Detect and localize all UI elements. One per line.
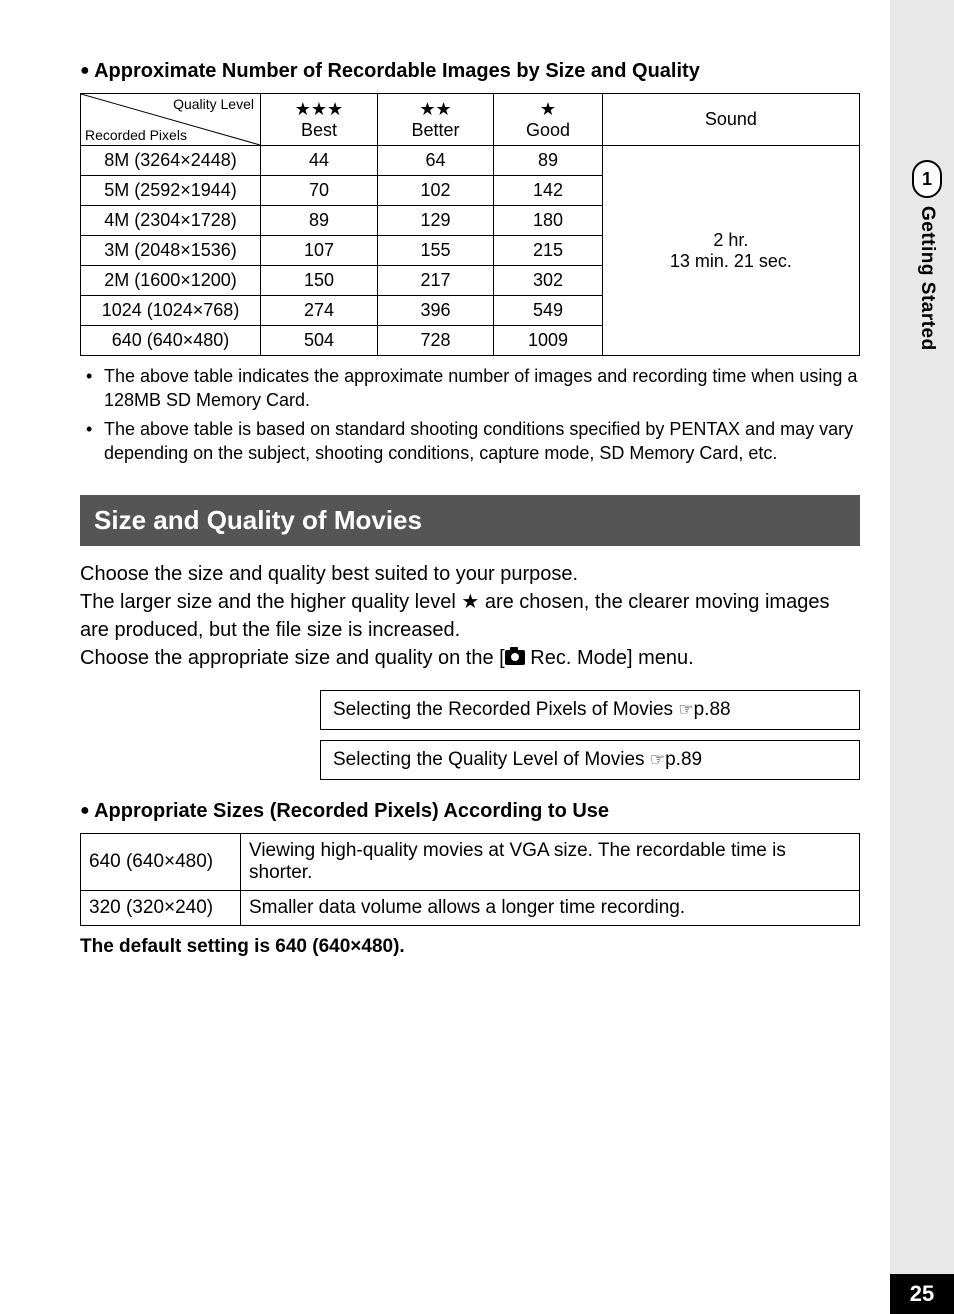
notes-list: The above table indicates the approximat…	[80, 364, 860, 465]
cell: 89	[261, 206, 378, 236]
stars: ★★★	[295, 99, 343, 119]
row-label: 3M (2048×1536)	[81, 236, 261, 266]
col-header-better: ★★ Better	[377, 94, 493, 146]
note-item: The above table is based on standard sho…	[80, 417, 860, 466]
row-label: 5M (2592×1944)	[81, 176, 261, 206]
diag-top-label: Quality Level	[173, 96, 254, 112]
cell: 1009	[494, 326, 603, 356]
row-desc: Viewing high-quality movies at VGA size.…	[241, 834, 860, 891]
col-header-best: ★★★ Best	[261, 94, 378, 146]
sound-line1: 2 hr.	[713, 230, 748, 250]
star-icon: ★	[461, 591, 479, 613]
stars: ★	[540, 99, 556, 119]
body-line: The larger size and the higher quality l…	[80, 591, 461, 613]
chapter-label: Getting Started	[916, 206, 938, 351]
ref-page: p.88	[694, 699, 731, 720]
sound-cell: 2 hr. 13 min. 21 sec.	[602, 146, 859, 356]
chapter-number: 1	[922, 169, 932, 190]
cell: 180	[494, 206, 603, 236]
cell: 302	[494, 266, 603, 296]
col-header-sound: Sound	[602, 94, 859, 146]
diag-header-cell: Quality Level Recorded Pixels	[81, 94, 261, 146]
cell: 44	[261, 146, 378, 176]
col-label: Good	[526, 120, 570, 140]
cell: 155	[377, 236, 493, 266]
body-line: Rec. Mode] menu.	[525, 647, 694, 669]
cell: 504	[261, 326, 378, 356]
sound-line2: 13 min. 21 sec.	[670, 251, 792, 271]
row-label: 4M (2304×1728)	[81, 206, 261, 236]
section-title-bar: Size and Quality of Movies	[80, 495, 860, 546]
cell: 549	[494, 296, 603, 326]
col-label: Best	[301, 120, 337, 140]
hand-icon: ☞	[678, 700, 693, 719]
cell: 215	[494, 236, 603, 266]
diag-bottom-label: Recorded Pixels	[85, 127, 187, 143]
cell: 728	[377, 326, 493, 356]
cell: 274	[261, 296, 378, 326]
side-tab: 1 Getting Started 25	[890, 0, 954, 1314]
default-setting-note: The default setting is 640 (640×480).	[80, 936, 860, 958]
side-tab-inner: 1 Getting Started	[912, 160, 942, 351]
cell: 150	[261, 266, 378, 296]
cell: 64	[377, 146, 493, 176]
ref-text: Selecting the Quality Level of Movies	[333, 749, 650, 770]
body-line: Choose the size and quality best suited …	[80, 563, 578, 585]
row-desc: Smaller data volume allows a longer time…	[241, 891, 860, 926]
table-header-row: Quality Level Recorded Pixels ★★★ Best ★…	[81, 94, 860, 146]
hand-icon: ☞	[650, 750, 665, 769]
chapter-badge: 1	[912, 160, 942, 198]
cell: 129	[377, 206, 493, 236]
row-label: 1024 (1024×768)	[81, 296, 261, 326]
row-label: 640 (640×480)	[81, 326, 261, 356]
table-movie-sizes: 640 (640×480) Viewing high-quality movie…	[80, 833, 860, 926]
note-item: The above table indicates the approximat…	[80, 364, 860, 413]
cell: 217	[377, 266, 493, 296]
body-line: Choose the appropriate size and quality …	[80, 647, 505, 669]
page-number: 25	[890, 1274, 954, 1314]
ref-page: p.89	[665, 749, 702, 770]
cell: 107	[261, 236, 378, 266]
cell: 142	[494, 176, 603, 206]
row-label: 640 (640×480)	[81, 834, 241, 891]
table-row: 320 (320×240) Smaller data volume allows…	[81, 891, 860, 926]
cell: 89	[494, 146, 603, 176]
table-row: 640 (640×480) Viewing high-quality movie…	[81, 834, 860, 891]
row-label: 2M (1600×1200)	[81, 266, 261, 296]
cell: 102	[377, 176, 493, 206]
heading-appropriate-sizes: Appropriate Sizes (Recorded Pixels) Acco…	[80, 800, 860, 823]
table-recordable-images: Quality Level Recorded Pixels ★★★ Best ★…	[80, 93, 860, 356]
cell: 70	[261, 176, 378, 206]
row-label: 8M (3264×2448)	[81, 146, 261, 176]
body-paragraph: Choose the size and quality best suited …	[80, 560, 860, 672]
table-row: 8M (3264×2448) 44 64 89 2 hr. 13 min. 21…	[81, 146, 860, 176]
camera-icon	[505, 650, 525, 665]
col-label: Better	[412, 120, 460, 140]
reference-box: Selecting the Quality Level of Movies ☞p…	[320, 740, 860, 780]
cell: 396	[377, 296, 493, 326]
heading-recordable-images: Approximate Number of Recordable Images …	[80, 60, 860, 83]
row-label: 320 (320×240)	[81, 891, 241, 926]
page-content: Approximate Number of Recordable Images …	[0, 0, 890, 998]
col-header-good: ★ Good	[494, 94, 603, 146]
stars: ★★	[419, 99, 451, 119]
reference-box: Selecting the Recorded Pixels of Movies …	[320, 690, 860, 730]
ref-text: Selecting the Recorded Pixels of Movies	[333, 699, 678, 720]
